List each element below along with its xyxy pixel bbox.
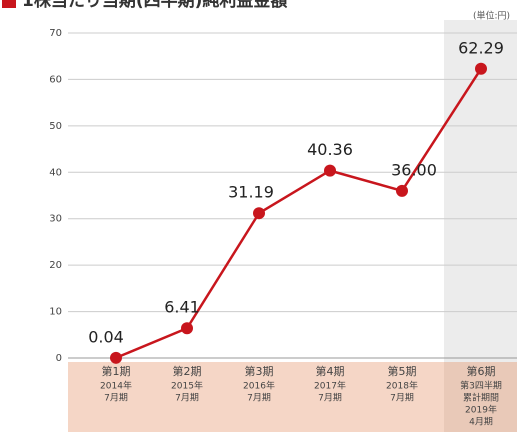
x-tick-label: 2015年 [171,380,203,392]
data-point [396,184,408,197]
x-tick-label: 第3四半期 [460,380,502,392]
category-band [68,362,517,432]
x-tick-label: 第3期 [245,364,274,378]
x-tick-label: 7月期 [104,393,128,404]
x-tick-label: 累計期間 [463,392,499,404]
y-tick-label: 30 [49,214,62,225]
x-tick-label: 2016年 [243,380,275,392]
x-tick-label: 4月期 [469,417,493,428]
data-label: 62.29 [458,38,504,57]
data-point [253,207,265,220]
data-point [110,351,122,364]
x-tick-label: 7月期 [318,393,342,404]
data-point [181,322,193,335]
x-tick-label: 7月期 [247,393,271,404]
data-line [115,68,483,359]
title-icon [2,0,16,8]
data-point [324,164,336,177]
data-label: 6.41 [164,298,200,317]
y-tick-label: 60 [49,74,62,85]
y-tick-label: 10 [49,307,62,318]
x-tick-label: 2018年 [386,380,418,392]
y-tick-label: 20 [49,260,62,271]
y-tick-label: 50 [49,121,62,132]
unit-label: (単位:円) [473,10,510,22]
data-label: 36.00 [391,160,437,179]
y-tick-label: 70 [49,28,62,39]
y-tick-label: 40 [49,167,62,178]
x-tick-label: 2014年 [100,380,132,392]
x-tick-label: 7月期 [175,393,199,404]
x-tick-label: 2017年 [314,380,346,392]
data-label: 31.19 [228,183,274,202]
x-tick-label: 2019年 [465,404,497,416]
x-tick-label: 第5期 [388,364,417,378]
x-tick-label: 第4期 [316,364,345,378]
category-band-highlight [444,362,517,432]
data-label: 40.36 [307,140,353,159]
y-tick-label: 0 [56,353,62,364]
chart-title: 1株当たり当期(四半期)純利益金額 [22,0,287,11]
data-label: 0.04 [88,327,124,346]
x-tick-label: 第6期 [467,364,496,378]
x-tick-label: 第2期 [173,364,202,378]
x-tick-label: 第1期 [102,364,131,378]
data-point [475,62,487,75]
x-tick-label: 7月期 [390,393,414,404]
